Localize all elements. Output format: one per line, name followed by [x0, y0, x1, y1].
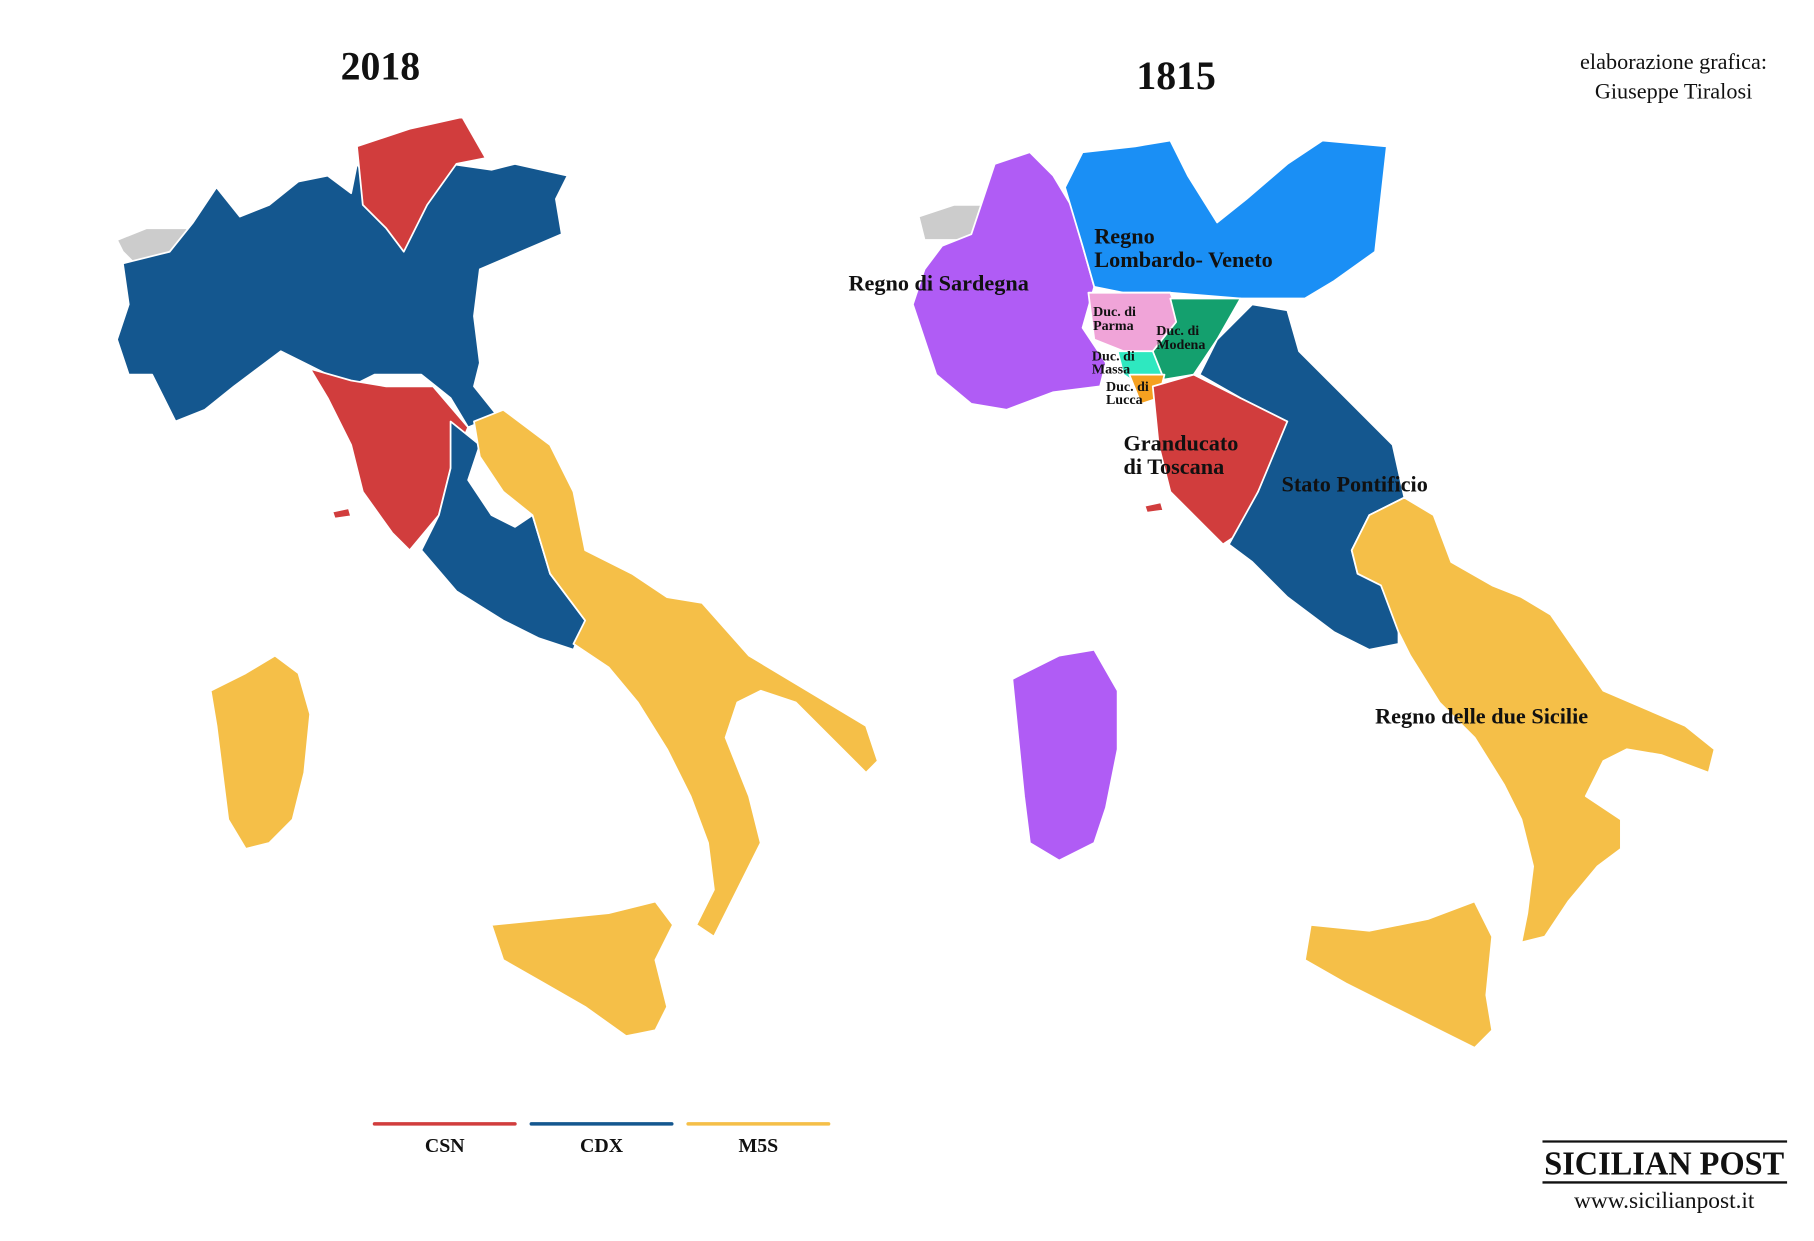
region: [490, 900, 674, 1037]
region: [356, 116, 487, 253]
legend: CSN CDX M5S: [372, 1122, 831, 1157]
map-title: 2018: [341, 45, 421, 89]
region: [473, 408, 879, 938]
region-label: Duc. di: [1156, 323, 1199, 339]
region-label: Modena: [1156, 337, 1205, 353]
map-2018: [116, 116, 879, 1037]
logo-url: www.sicilianpost.it: [1574, 1188, 1755, 1214]
credit: Giuseppe Tiralosi: [1595, 78, 1752, 103]
region-label: Parma: [1093, 318, 1134, 334]
region-label: Duc. di: [1106, 379, 1149, 395]
region: [1151, 297, 1242, 382]
region: [1350, 496, 1716, 944]
region-label: di Toscana: [1124, 454, 1225, 479]
region-label: Granducato: [1124, 431, 1239, 456]
region: [1143, 501, 1165, 514]
region-label: Massa: [1092, 361, 1130, 377]
region: [1304, 900, 1494, 1049]
legend-label: M5S: [738, 1135, 778, 1157]
region-label: Regno di Sardegna: [848, 270, 1028, 295]
map-1815: [911, 139, 1716, 1049]
region-label: Lucca: [1106, 392, 1143, 408]
logo-name: SICILIAN POST: [1544, 1145, 1784, 1182]
region-label: Duc. di: [1093, 304, 1136, 320]
region: [1011, 648, 1119, 862]
region-label: Regno: [1094, 224, 1155, 249]
region-label: Stato Pontificio: [1282, 472, 1428, 497]
region-label: Lombardo- Veneto: [1094, 247, 1272, 272]
region: [331, 507, 352, 520]
logo: SICILIAN POST www.sicilianpost.it: [1542, 1140, 1788, 1214]
legend-label: CDX: [580, 1135, 624, 1157]
region: [116, 163, 569, 429]
region-label: Regno delle due Sicilie: [1375, 704, 1588, 729]
legend-label: CSN: [425, 1135, 465, 1157]
region-label: Duc. di: [1092, 349, 1135, 365]
map-title: 1815: [1136, 54, 1216, 98]
region: [209, 654, 312, 850]
credit: elaborazione grafica:: [1580, 49, 1767, 74]
